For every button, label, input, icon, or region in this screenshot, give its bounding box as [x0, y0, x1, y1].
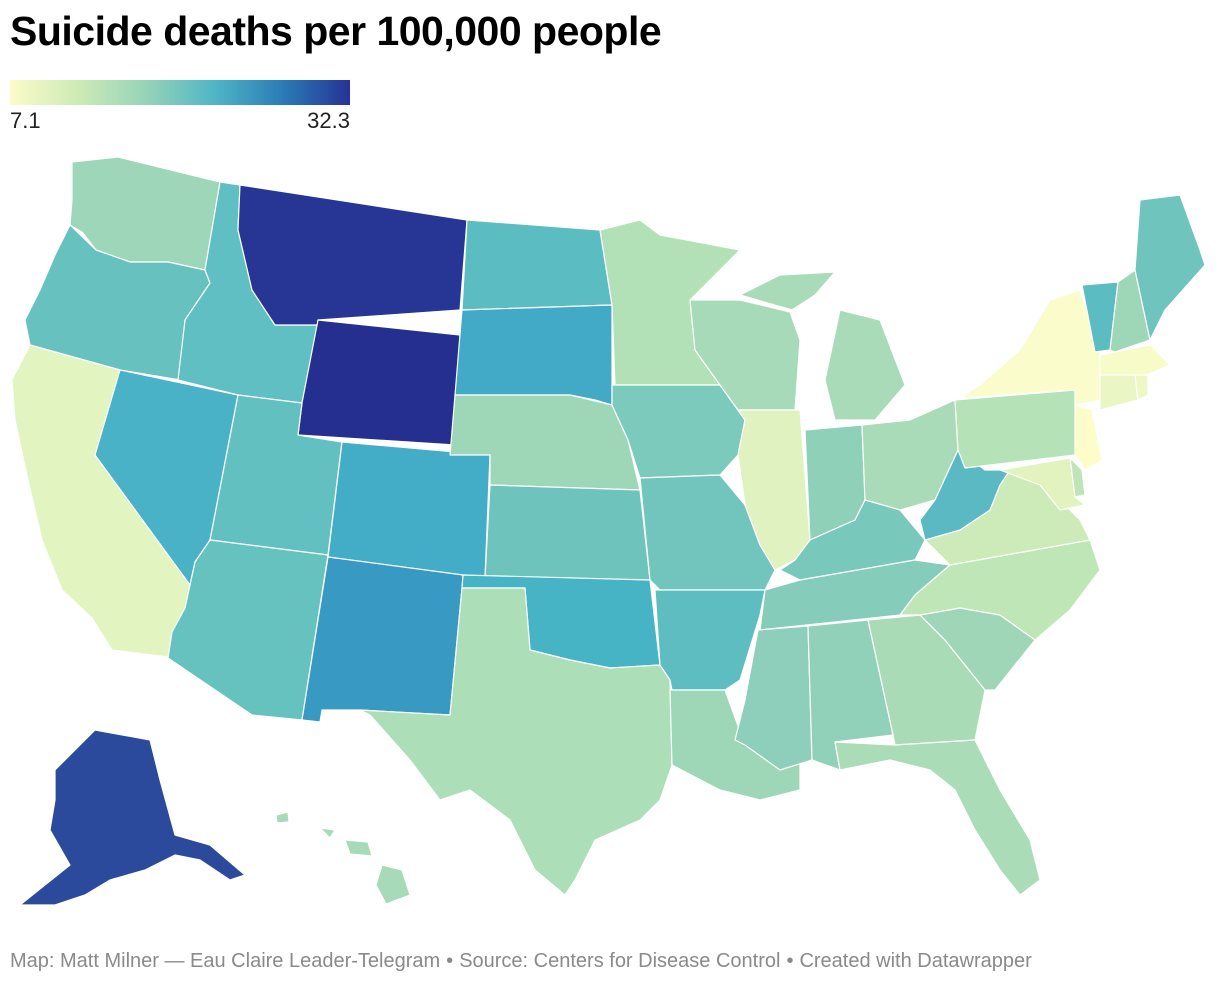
- legend-min-label: 7.1: [10, 108, 41, 133]
- state-MI[interactable]: [739, 271, 906, 421]
- footer-separator: •: [786, 950, 794, 972]
- state-AR[interactable]: [654, 589, 766, 691]
- state-ME[interactable]: [1134, 194, 1206, 341]
- state-MA[interactable]: [1099, 344, 1171, 379]
- map-title: Suicide deaths per 100,000 people: [10, 8, 662, 54]
- legend-max-label: 32.3: [307, 108, 350, 133]
- state-ND[interactable]: [461, 219, 613, 311]
- state-NJ[interactable]: [1074, 404, 1103, 471]
- state-TX[interactable]: [359, 587, 673, 896]
- state-AK[interactable]: [19, 729, 246, 906]
- state-MD[interactable]: [999, 457, 1086, 511]
- state-CO[interactable]: [327, 441, 491, 579]
- state-KS[interactable]: [484, 484, 651, 581]
- state-FL[interactable]: [834, 739, 1041, 896]
- footer-credits: Map: Matt Milner — Eau Claire Leader-Tel…: [10, 950, 1032, 973]
- state-NH[interactable]: [1109, 269, 1151, 353]
- state-CT[interactable]: [1099, 374, 1139, 411]
- state-RI[interactable]: [1134, 374, 1149, 401]
- source-credit: Source: Centers for Disease Control: [459, 950, 781, 972]
- state-PA[interactable]: [954, 389, 1076, 469]
- state-shapes: [11, 156, 1206, 906]
- state-IL[interactable]: [737, 409, 811, 571]
- state-HI[interactable]: [275, 811, 411, 905]
- state-LA[interactable]: [669, 689, 801, 801]
- state-WY[interactable]: [297, 319, 461, 446]
- color-legend-bar: [10, 80, 350, 105]
- state-NM[interactable]: [301, 556, 464, 723]
- us-choropleth-map: [11, 156, 1206, 906]
- datawrapper-credit: Created with Datawrapper: [799, 950, 1032, 972]
- footer-separator: •: [446, 950, 454, 972]
- state-NY[interactable]: [959, 289, 1101, 406]
- map-credit: Map: Matt Milner — Eau Claire Leader-Tel…: [10, 950, 441, 972]
- state-MT[interactable]: [237, 184, 468, 326]
- state-SD[interactable]: [454, 304, 613, 406]
